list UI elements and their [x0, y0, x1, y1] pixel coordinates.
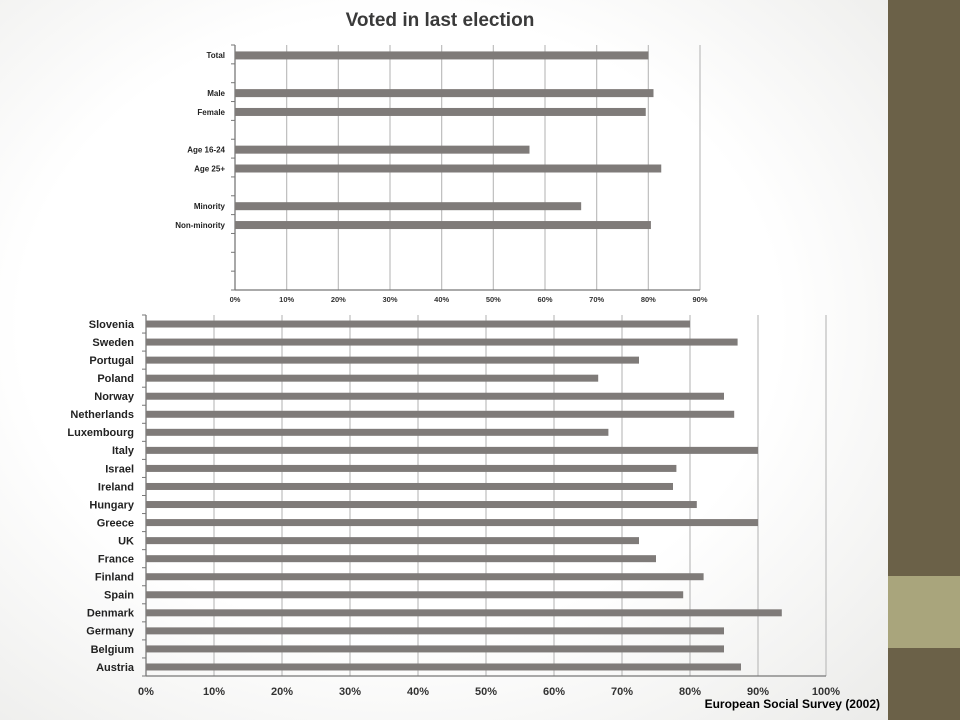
category-label: Total [206, 51, 225, 60]
bar [146, 482, 673, 490]
bar [146, 663, 741, 671]
x-tick-label: 10% [203, 686, 225, 698]
source-note: European Social Survey (2002) [704, 697, 880, 711]
bar [146, 446, 758, 454]
x-tick-label: 30% [339, 686, 361, 698]
x-tick-label: 90% [747, 686, 769, 698]
category-label: Hungary [89, 499, 135, 511]
bar [235, 89, 654, 98]
category-label: Age 25+ [194, 164, 225, 173]
category-label: Austria [96, 662, 135, 674]
x-tick-label: 0% [138, 686, 154, 698]
bar [235, 164, 662, 173]
category-label: France [98, 554, 134, 566]
category-label: Denmark [87, 608, 135, 620]
category-label: Finland [95, 572, 134, 584]
bar [235, 107, 646, 116]
category-label: Non-minority [175, 221, 225, 230]
category-label: UK [118, 535, 134, 547]
bar [146, 537, 639, 545]
sidebar-block-middle [888, 576, 960, 648]
bar [146, 501, 697, 509]
bar [235, 145, 530, 154]
bar [146, 591, 684, 599]
bar [146, 645, 724, 653]
bar [235, 221, 651, 230]
x-tick-label: 80% [641, 295, 656, 304]
bar [146, 555, 656, 563]
category-label: Spain [104, 590, 134, 602]
bar [146, 338, 738, 346]
category-label: Italy [112, 445, 135, 457]
x-tick-label: 0% [230, 295, 241, 304]
x-tick-label: 90% [692, 295, 707, 304]
sidebar-block-bottom [888, 648, 960, 720]
x-tick-label: 30% [382, 295, 397, 304]
category-label: Sweden [92, 337, 134, 349]
x-tick-label: 40% [407, 686, 429, 698]
category-label: Luxembourg [67, 427, 134, 439]
sidebar-block-top [888, 0, 960, 576]
x-tick-label: 50% [486, 295, 501, 304]
category-label: Germany [86, 626, 135, 638]
bar [146, 464, 677, 472]
bar [235, 51, 649, 60]
bar [146, 356, 639, 364]
x-tick-label: 20% [331, 295, 346, 304]
chart-title: Voted in last election [345, 10, 535, 31]
x-tick-label: 40% [434, 295, 449, 304]
bar [146, 573, 704, 581]
sidebar-decoration [888, 0, 960, 720]
category-label: Female [197, 108, 225, 117]
category-label: Male [207, 89, 225, 98]
x-tick-label: 100% [812, 686, 840, 698]
category-label: Slovenia [89, 319, 135, 331]
bar [146, 374, 599, 382]
x-tick-label: 70% [589, 295, 604, 304]
bar [235, 202, 582, 211]
category-label: Netherlands [70, 409, 134, 421]
bar [146, 320, 690, 328]
category-label: Portugal [89, 355, 134, 367]
category-label: Israel [105, 463, 134, 475]
x-tick-label: 20% [271, 686, 293, 698]
bar [146, 627, 724, 635]
category-label: Belgium [91, 644, 135, 656]
category-label: Poland [97, 373, 134, 385]
x-tick-label: 50% [475, 686, 497, 698]
x-tick-label: 60% [537, 295, 552, 304]
category-label: Norway [94, 391, 135, 403]
bar [146, 519, 758, 527]
category-label: Ireland [98, 481, 134, 493]
category-label: Greece [97, 517, 134, 529]
bar [146, 392, 724, 400]
x-tick-label: 10% [279, 295, 294, 304]
category-label: Minority [194, 202, 226, 211]
x-tick-label: 60% [543, 686, 565, 698]
bar [146, 410, 735, 418]
bar [146, 609, 782, 617]
x-tick-label: 80% [679, 686, 701, 698]
x-tick-label: 70% [611, 686, 633, 698]
bar [146, 428, 609, 436]
category-label: Age 16-24 [187, 145, 225, 154]
